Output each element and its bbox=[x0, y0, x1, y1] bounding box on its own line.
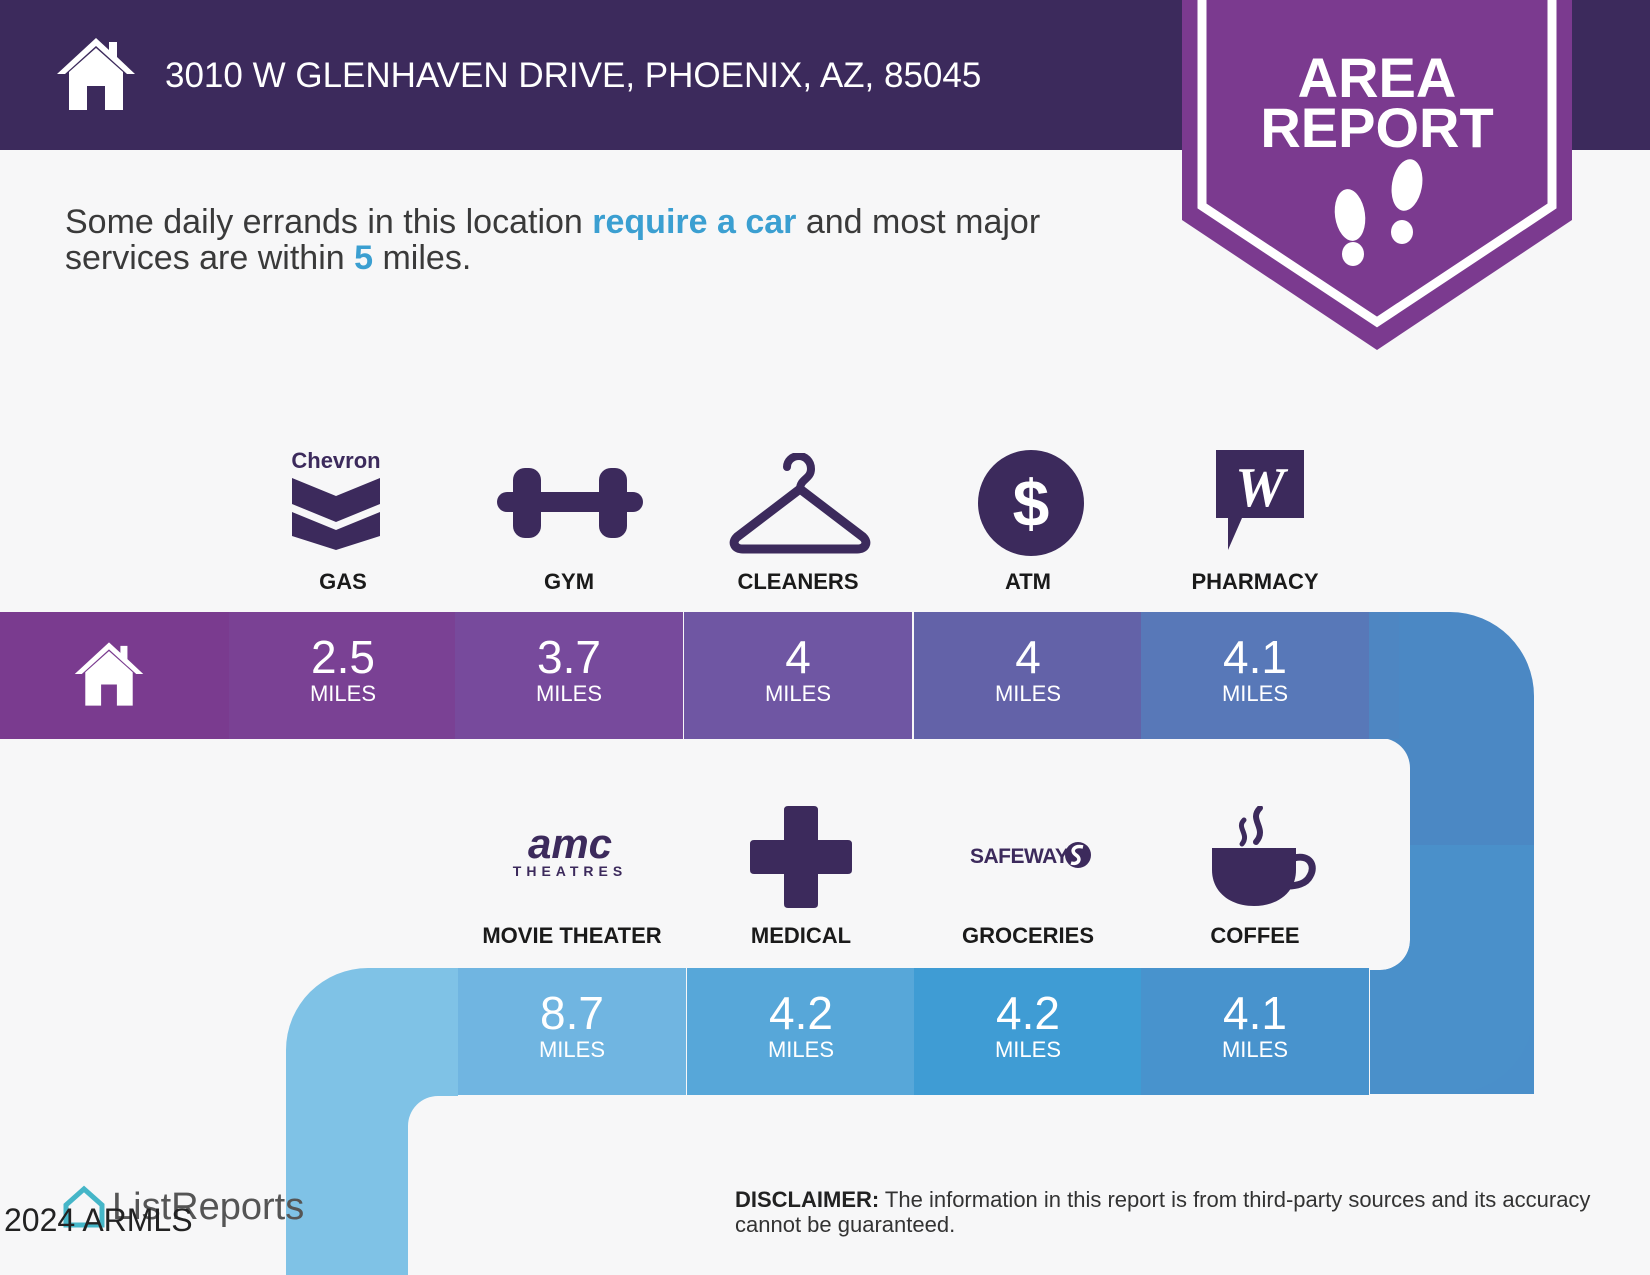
intro-text: Some daily errands in this location requ… bbox=[65, 204, 1165, 276]
footprints-icon bbox=[1334, 159, 1423, 266]
distance-cell: 2.5 MILES bbox=[229, 612, 457, 739]
svg-text:$: $ bbox=[1013, 466, 1050, 540]
category-label: GYM bbox=[543, 569, 595, 594]
distance-value: 4.1 bbox=[1223, 987, 1287, 1039]
row1-connector bbox=[1369, 612, 1399, 739]
badge-title-line1: AREA bbox=[1297, 46, 1457, 109]
medical-cross-icon bbox=[750, 806, 852, 908]
distance-unit: MILES bbox=[309, 681, 377, 706]
distance-cell: 4.2 MILES bbox=[687, 968, 915, 1095]
listreports-brand: ListReports bbox=[112, 1186, 305, 1228]
category-label: ATM bbox=[1004, 569, 1052, 594]
area-report-badge bbox=[1182, 0, 1572, 350]
category-label: CLEANERS bbox=[737, 569, 859, 594]
intro-part1: Some daily errands in this location bbox=[65, 203, 593, 241]
amc-logo-text: amc bbox=[528, 826, 612, 867]
chevron-logo-text: Chevron bbox=[291, 448, 380, 473]
intro-part3: miles. bbox=[373, 239, 472, 277]
home-icon bbox=[57, 38, 135, 110]
distance-value: 4.1 bbox=[1223, 631, 1287, 683]
listreports-logo-icon bbox=[63, 1185, 105, 1228]
distance-cell: 4.1 MILES bbox=[1141, 968, 1369, 1095]
category-label: GROCERIES bbox=[961, 923, 1095, 948]
distance-unit: MILES bbox=[764, 681, 832, 706]
disclaimer-text: The information in this report is from t… bbox=[735, 1187, 1591, 1237]
distance-unit: MILES bbox=[1221, 1037, 1289, 1062]
distance-value: 4 bbox=[785, 631, 811, 683]
safeway-logo: SAFEWAY bbox=[970, 842, 1091, 868]
hanger-icon bbox=[729, 453, 871, 554]
distance-cell: 4 MILES bbox=[914, 612, 1142, 739]
intro-highlight-miles: 5 bbox=[354, 239, 374, 277]
disclaimer-label: DISCLAIMER: bbox=[735, 1187, 880, 1212]
intro-part2: and most major services are within bbox=[65, 203, 1041, 277]
copyright: 2024 ARMLS bbox=[4, 1202, 193, 1238]
distance-value: 4 bbox=[1015, 631, 1041, 683]
distance-unit: MILES bbox=[538, 1037, 606, 1062]
distance-cell: 3.7 MILES bbox=[455, 612, 683, 739]
walgreens-logo: W bbox=[1216, 450, 1304, 550]
distance-cell: 4.1 MILES bbox=[1141, 612, 1369, 739]
distance-value: 2.5 bbox=[311, 631, 375, 683]
distance-value: 4.2 bbox=[996, 987, 1060, 1039]
intro-highlight-car: require a car bbox=[592, 203, 797, 241]
safeway-logo-text: SAFEWAY bbox=[970, 845, 1069, 868]
dumbbell-icon bbox=[497, 468, 643, 538]
badge-title-line2: REPORT bbox=[1260, 96, 1494, 159]
distance-value: 3.7 bbox=[537, 631, 601, 683]
disclaimer: DISCLAIMER: The information in this repo… bbox=[735, 1187, 1615, 1237]
distance-unit: MILES bbox=[767, 1037, 835, 1062]
distance-unit: MILES bbox=[1221, 681, 1289, 706]
dollar-icon: $ bbox=[978, 450, 1084, 556]
home-icon bbox=[74, 642, 144, 706]
coffee-icon bbox=[1212, 806, 1316, 906]
amc-logo: amc THEATRES bbox=[513, 826, 627, 879]
distance-value: 8.7 bbox=[540, 987, 604, 1039]
chevron-logo: Chevron bbox=[291, 448, 381, 550]
category-label: PHARMACY bbox=[1191, 569, 1319, 594]
category-label: MOVIE THEATER bbox=[482, 923, 662, 948]
category-label: GAS bbox=[319, 569, 367, 594]
distance-cell: 8.7 MILES bbox=[458, 968, 686, 1095]
distance-unit: MILES bbox=[994, 1037, 1062, 1062]
category-label: COFFEE bbox=[1210, 923, 1300, 948]
distance-unit: MILES bbox=[994, 681, 1062, 706]
property-address: 3010 W GLENHAVEN DRIVE, PHOENIX, AZ, 850… bbox=[165, 56, 982, 95]
amc-logo-subtext: THEATRES bbox=[513, 863, 627, 879]
svg-text:W: W bbox=[1235, 457, 1289, 519]
distance-value: 4.2 bbox=[769, 987, 833, 1039]
distance-unit: MILES bbox=[535, 681, 603, 706]
category-label: MEDICAL bbox=[750, 923, 852, 948]
distance-cell: 4.2 MILES bbox=[914, 968, 1142, 1095]
distance-cell: 4 MILES bbox=[684, 612, 912, 739]
